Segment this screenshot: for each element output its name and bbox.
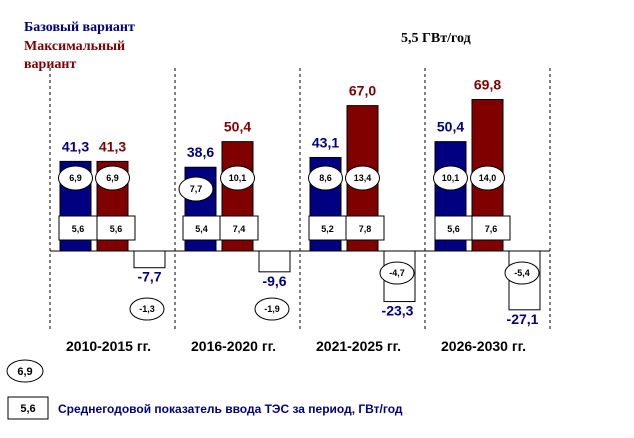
ellipse-max-0 [95, 165, 130, 191]
value-label-negative-3: -27,1 [507, 311, 539, 327]
footer-ellipse-sample [6, 359, 44, 383]
ellipse-label-negative-1: -1,9 [264, 304, 280, 314]
ellipse-base-1 [178, 176, 214, 202]
ellipse-label-base-3: 10,1 [442, 173, 460, 183]
box-label-base-1: 5,4 [195, 224, 208, 234]
unit-label: 5,5 ГВт/год [401, 31, 471, 46]
box-base-2 [308, 215, 347, 241]
ellipse-negative-3 [504, 261, 540, 285]
value-label-base-0: 41,3 [62, 138, 89, 154]
footer-box-sample-label: 5,6 [20, 403, 35, 415]
ellipse-negative-2 [379, 261, 415, 285]
ellipse-base-2 [308, 165, 343, 191]
value-label-negative-2: -23,3 [382, 303, 414, 319]
ellipse-label-max-2: 13,4 [354, 173, 372, 183]
footer-box-sample [7, 396, 49, 420]
ellipse-base-0 [58, 165, 93, 191]
value-label-max-2: 67,0 [349, 83, 376, 99]
ellipse-label-negative-0: -1,3 [139, 304, 155, 314]
box-max-0 [96, 215, 136, 241]
box-label-base-3: 5,6 [447, 224, 460, 234]
bar-negative-1 [258, 250, 291, 273]
ellipse-label-negative-3: -5,4 [514, 268, 530, 278]
category-label-0: 2010-2015 гг. [66, 338, 151, 354]
value-label-base-2: 43,1 [312, 134, 339, 150]
box-max-1 [219, 215, 259, 241]
footer-ellipse-sample-label: 6,9 [17, 366, 32, 378]
ellipse-max-1 [220, 165, 255, 191]
value-label-negative-1: -9,6 [262, 273, 286, 289]
bar-negative-0 [133, 250, 166, 269]
legend-max-line1: Максимальный [24, 39, 125, 54]
box-max-2 [345, 215, 385, 241]
box-label-max-2: 7,8 [359, 224, 372, 234]
box-label-max-3: 7,6 [485, 224, 498, 234]
ellipse-negative-0 [129, 297, 165, 321]
ellipse-max-2 [345, 165, 380, 191]
value-label-base-1: 38,6 [187, 144, 214, 160]
box-max-3 [471, 215, 511, 241]
value-label-max-3: 69,8 [474, 77, 501, 93]
ellipse-label-max-1: 10,1 [229, 173, 247, 183]
chart-marks: 41,3 41,3 6,9 6,9 5,6 5,6 -7,7 -1,3 2010-2015 гг… [49, 68, 551, 354]
ellipse-label-negative-2: -4,7 [389, 268, 405, 278]
box-label-base-2: 5,2 [321, 224, 334, 234]
ellipse-label-base-1: 7,7 [190, 184, 203, 194]
value-label-max-0: 41,3 [99, 138, 126, 154]
box-label-max-0: 5,6 [110, 224, 123, 234]
box-label-base-0: 5,6 [72, 224, 85, 234]
ellipse-label-max-3: 14,0 [479, 173, 497, 183]
ellipse-label-max-0: 6,9 [106, 173, 119, 183]
value-label-negative-0: -7,7 [137, 269, 161, 285]
ellipse-negative-1 [254, 297, 290, 321]
category-label-3: 2026-2030 гг. [441, 338, 526, 354]
ellipse-base-3 [433, 165, 468, 191]
box-label-max-1: 7,4 [233, 224, 246, 234]
value-label-base-3: 50,4 [437, 119, 464, 135]
category-label-1: 2016-2020 гг. [191, 338, 276, 354]
value-label-max-1: 50,4 [224, 119, 251, 135]
ellipse-max-3 [470, 165, 505, 191]
legend-base: Базовый вариант [24, 20, 135, 35]
ellipse-label-base-2: 8,6 [319, 173, 332, 183]
legend-max-line2: вариант [24, 57, 76, 72]
footer-box-description: Среднегодовой показатель ввода ТЭС за пе… [58, 402, 403, 416]
category-label-2: 2021-2025 гг. [316, 338, 401, 354]
ellipse-label-base-0: 6,9 [69, 173, 82, 183]
